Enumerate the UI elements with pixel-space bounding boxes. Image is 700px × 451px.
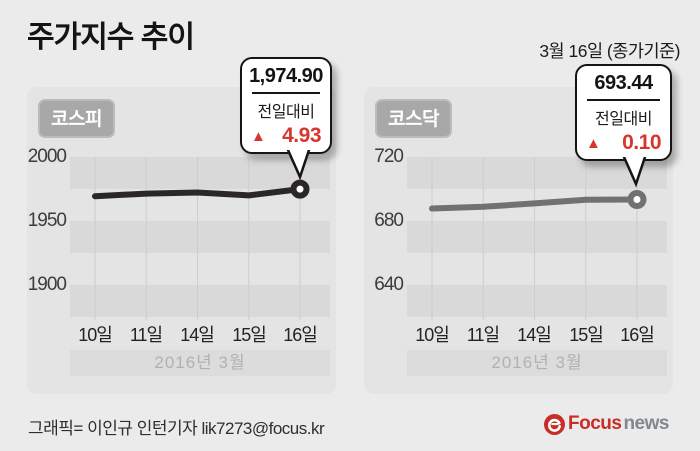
kospi-change-label: 전일대비 (257, 104, 315, 121)
callout-tail (622, 157, 647, 188)
kospi-change-value: 4.93 (282, 124, 321, 147)
date-note: 3월 16일 (종가기준) (539, 41, 680, 61)
kospi-month-note: 2016년 3월 (70, 350, 330, 376)
callout-tail (286, 150, 311, 181)
kosdaq-y-tick-640: 640 (374, 274, 404, 295)
kosdaq-panel: 코스닥 720 680 640 10일 11일 14일 15일 16일 2016… (364, 87, 673, 394)
kosdaq-line-chart (407, 157, 667, 320)
kospi-close-value: 1,974.90 (249, 65, 323, 87)
kospi-y-tick-1900: 1900 (27, 274, 67, 295)
kosdaq-x-label: 16일 (620, 325, 655, 345)
callout-divider (587, 99, 660, 101)
kospi-x-label: 14일 (180, 325, 215, 345)
kosdaq-change-value: 0.10 (622, 131, 661, 154)
kospi-callout: 1,974.90 전일대비 ▲ 4.93 (240, 57, 332, 181)
kosdaq-x-label: 14일 (517, 325, 552, 345)
callout-divider (252, 92, 320, 94)
up-triangle-icon: ▲ (251, 127, 266, 145)
kosdaq-y-tick-680: 680 (374, 210, 404, 231)
kosdaq-x-label: 15일 (569, 325, 604, 345)
kosdaq-close-value: 693.44 (594, 72, 653, 94)
kosdaq-x-label: 10일 (415, 325, 450, 345)
logo-suffix-text: news (623, 413, 669, 434)
kosdaq-badge: 코스닥 (375, 99, 452, 138)
kosdaq-y-tick-720: 720 (374, 146, 404, 167)
page-title: 주가지수 추이 (27, 21, 195, 54)
kospi-badge: 코스피 (38, 99, 115, 138)
kospi-line-chart (70, 157, 330, 320)
up-triangle-icon: ▲ (586, 134, 601, 152)
kospi-x-label: 16일 (283, 325, 318, 345)
logo-brand-text: Focus (568, 413, 622, 434)
kosdaq-month-note: 2016년 3월 (407, 350, 667, 376)
graphic-credit: 그래픽= 이인규 인턴기자 lik7273@focus.kr (28, 419, 325, 438)
kospi-y-tick-2000: 2000 (27, 146, 67, 167)
focus-news-logo: Focus news (544, 413, 669, 435)
kosdaq-callout: 693.44 전일대비 ▲ 0.10 (575, 64, 672, 188)
kosdaq-x-label: 11일 (466, 325, 500, 345)
kospi-x-label: 10일 (78, 325, 113, 345)
focus-swirl-icon (544, 413, 565, 435)
kosdaq-change-label: 전일대비 (595, 111, 652, 128)
kospi-y-tick-1950: 1950 (27, 210, 67, 231)
kospi-x-label: 15일 (232, 325, 267, 345)
kospi-x-label: 11일 (129, 325, 163, 345)
